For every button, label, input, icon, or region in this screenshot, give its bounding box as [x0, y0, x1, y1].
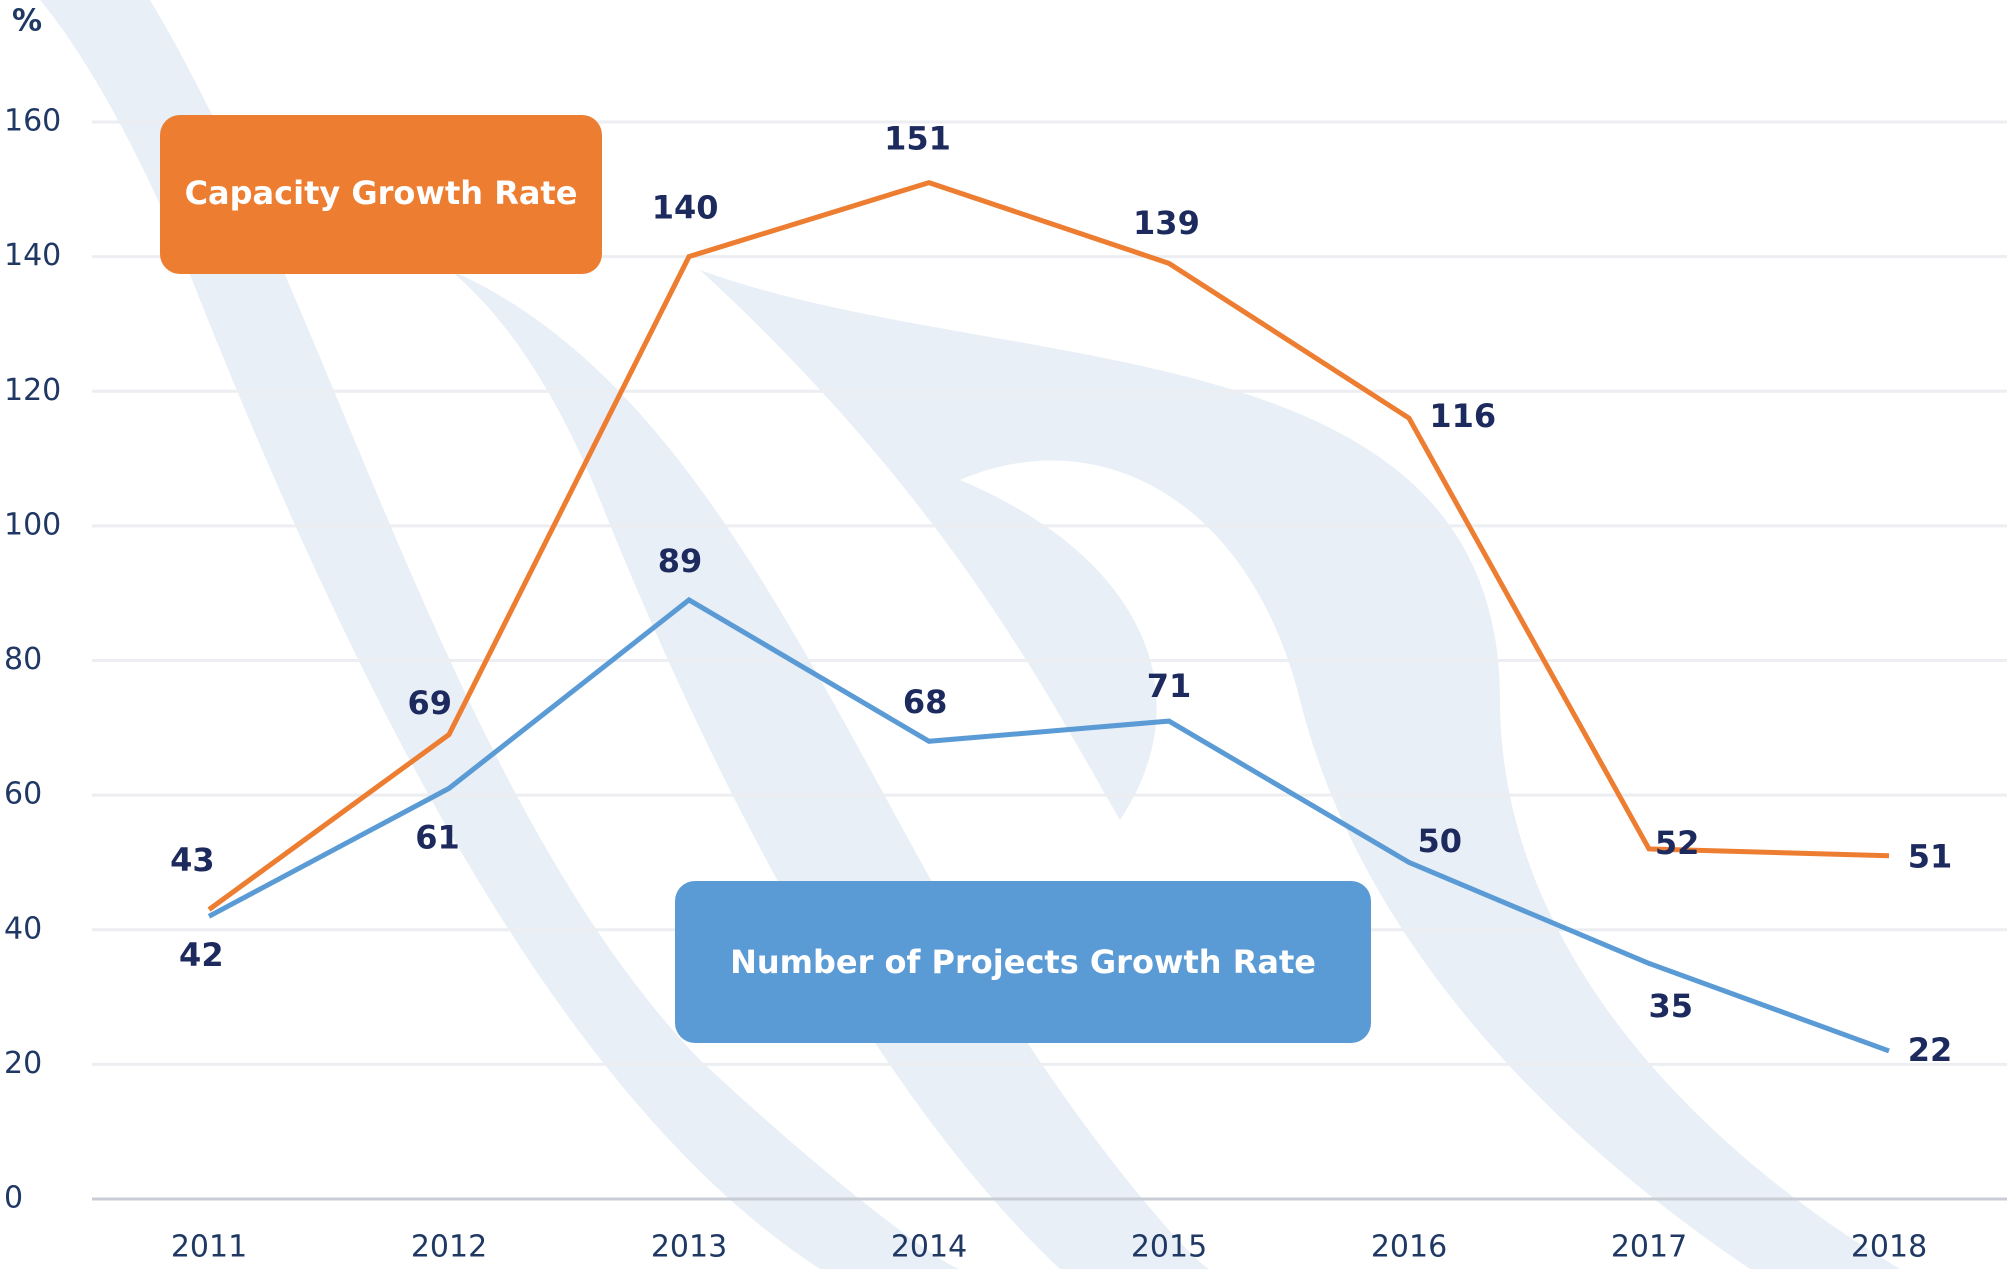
- x-tick-label: 2013: [651, 1230, 727, 1265]
- y-tick-label: 120: [4, 373, 61, 408]
- data-label: 35: [1648, 987, 1693, 1025]
- data-label: 139: [1133, 204, 1200, 242]
- y-tick-label: 80: [4, 642, 42, 677]
- x-tick-label: 2018: [1851, 1230, 1927, 1265]
- data-label: 42: [179, 936, 224, 974]
- y-tick-label: 140: [4, 238, 61, 273]
- legend-label: Capacity Growth Rate: [185, 174, 578, 212]
- y-axis-label: %: [12, 4, 42, 39]
- legend-label: Number of Projects Growth Rate: [730, 943, 1316, 981]
- y-tick-label: 20: [4, 1046, 42, 1081]
- data-label: 116: [1429, 397, 1496, 435]
- x-tick-label: 2011: [171, 1230, 247, 1265]
- data-label: 71: [1147, 667, 1192, 705]
- x-tick-label: 2015: [1131, 1230, 1207, 1265]
- y-tick-label: 40: [4, 911, 42, 946]
- y-tick-label: 100: [4, 507, 61, 542]
- data-label: 89: [658, 542, 703, 580]
- data-label: 52: [1655, 824, 1700, 862]
- x-tick-label: 2014: [891, 1230, 967, 1265]
- x-tick-label: 2017: [1611, 1230, 1687, 1265]
- data-label: 69: [408, 684, 453, 722]
- data-label: 140: [652, 188, 719, 226]
- y-tick-label: 0: [4, 1181, 23, 1216]
- data-label: 22: [1908, 1031, 1953, 1069]
- y-tick-label: 160: [4, 104, 61, 139]
- data-label: 43: [170, 841, 215, 879]
- data-label: 68: [903, 683, 948, 721]
- x-tick-label: 2012: [411, 1230, 487, 1265]
- x-tick-label: 2016: [1371, 1230, 1447, 1265]
- data-label: 61: [415, 819, 460, 857]
- data-label: 151: [884, 119, 951, 157]
- data-label: 51: [1908, 837, 1953, 875]
- chart: % 0 20 40 60 80 100 120 140 160 2011 2012 2013 2014 2…: [0, 0, 2007, 1269]
- data-label: 50: [1417, 822, 1462, 860]
- y-tick-label: 60: [4, 777, 42, 812]
